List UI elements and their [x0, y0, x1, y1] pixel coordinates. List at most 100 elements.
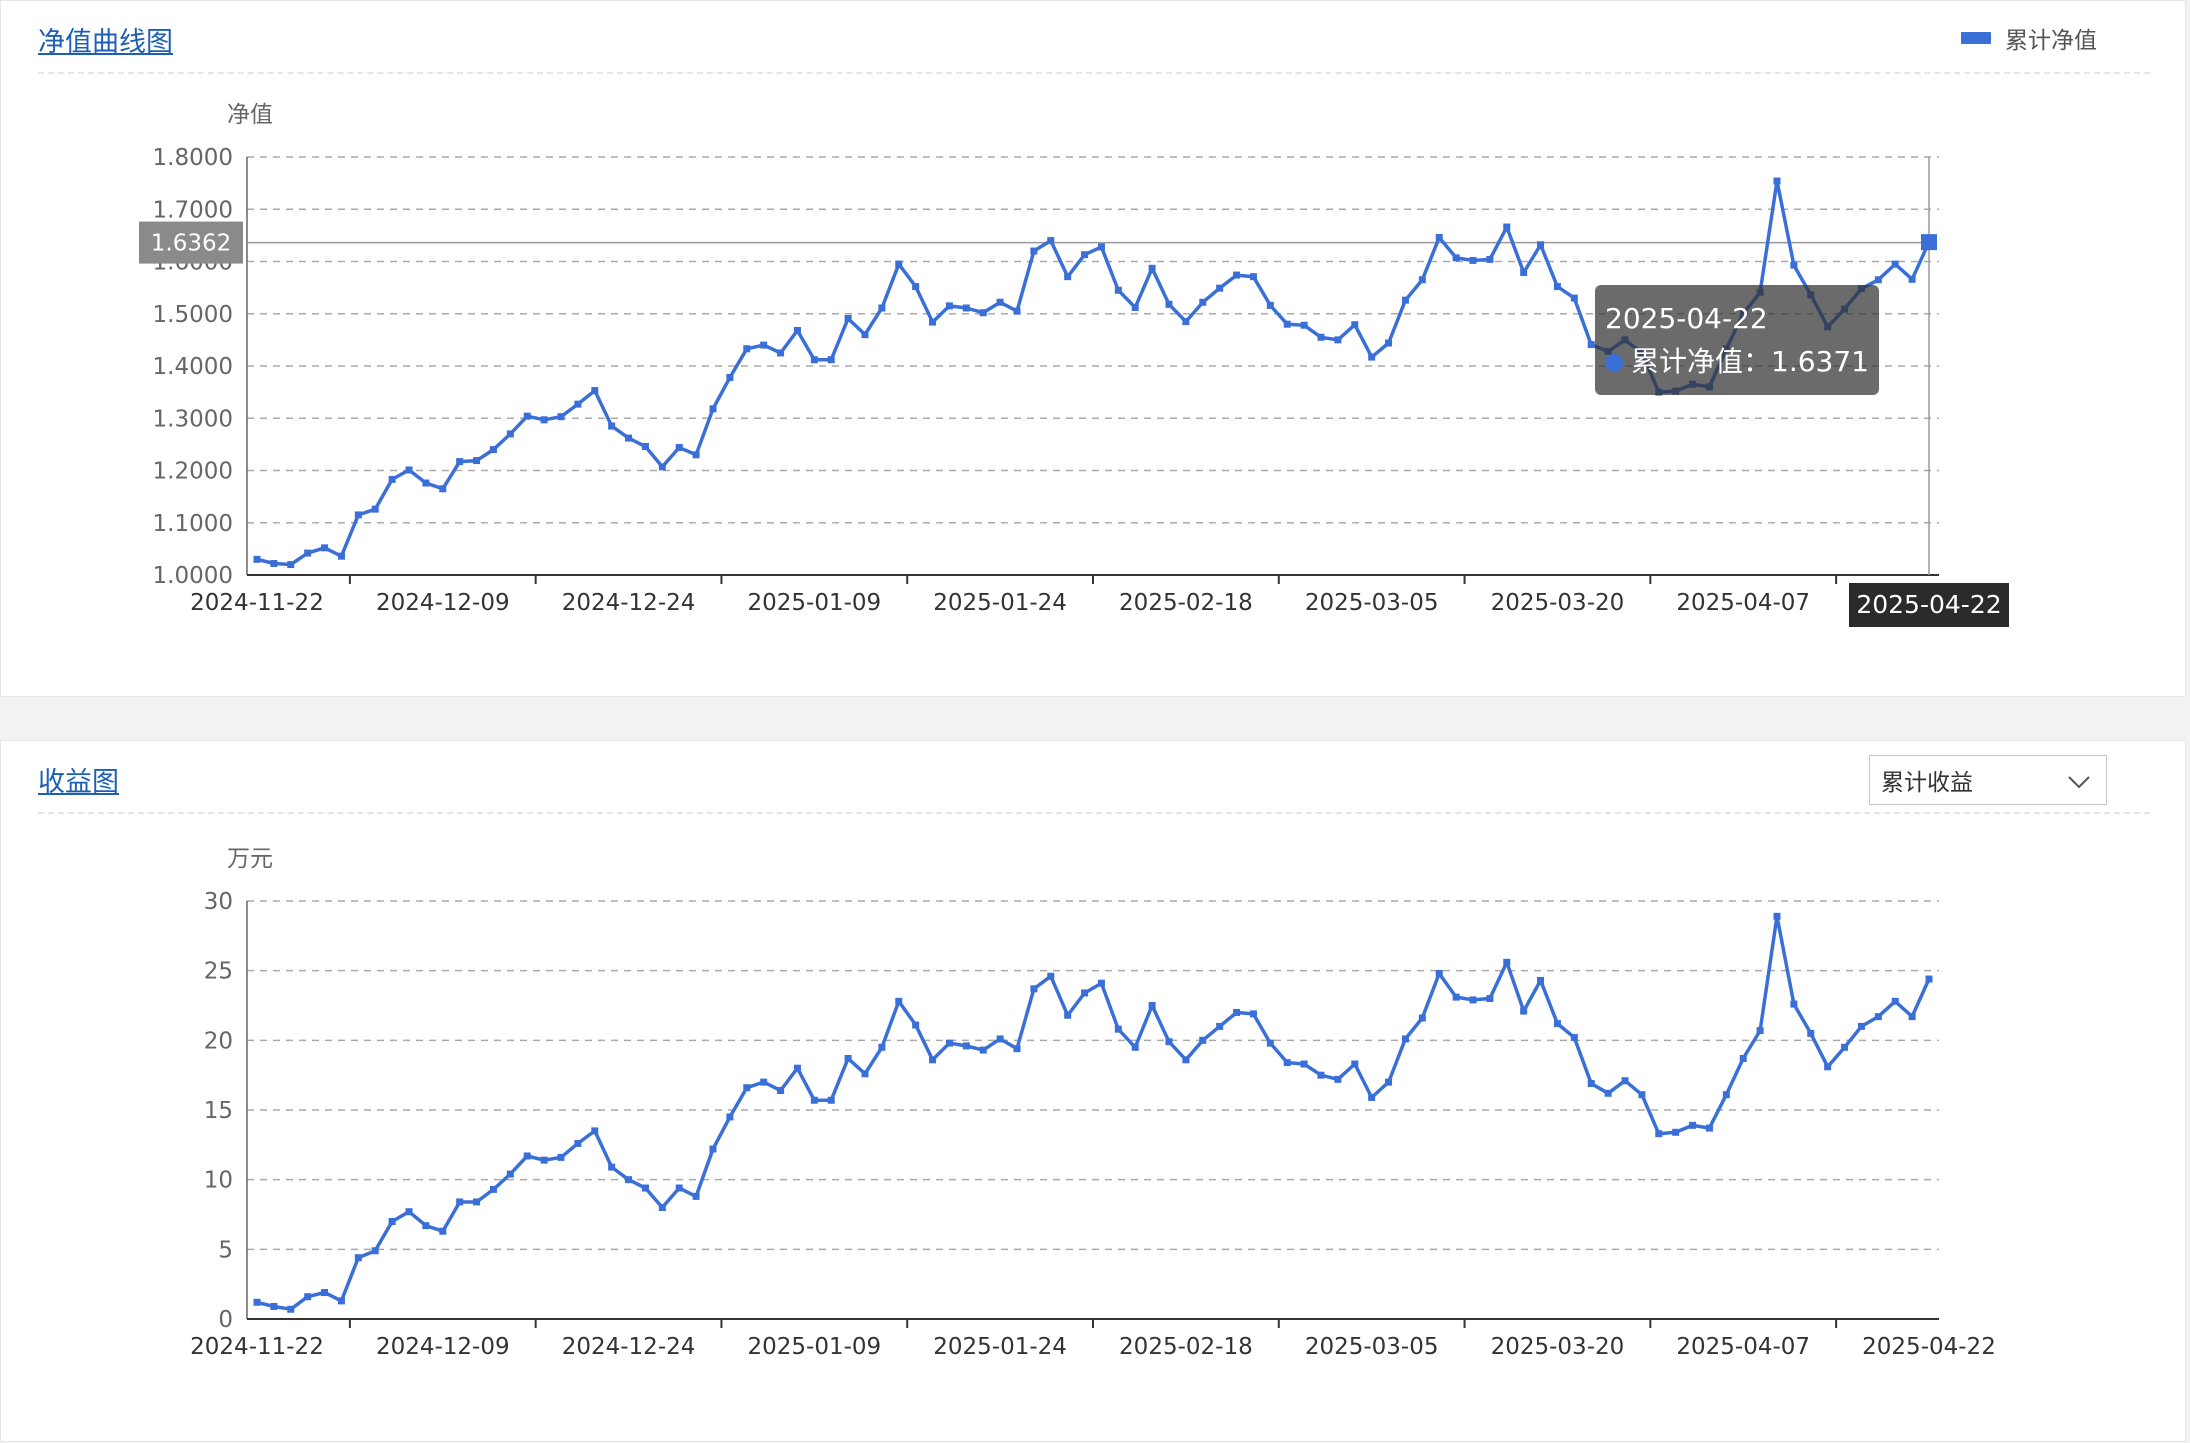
- series-line: [256, 914, 1931, 1311]
- data-point: [1638, 1091, 1646, 1099]
- data-point: [1486, 995, 1494, 1003]
- data-point: [1570, 294, 1578, 302]
- data-point: [996, 298, 1004, 306]
- data-point: [1418, 1014, 1426, 1022]
- data-point: [996, 1035, 1004, 1043]
- data-point: [1553, 283, 1561, 291]
- data-point: [929, 1056, 937, 1064]
- data-point: [1249, 273, 1257, 281]
- income-chart-title[interactable]: 收益图: [38, 767, 119, 798]
- data-point: [861, 331, 869, 339]
- data-point: [658, 1204, 666, 1212]
- income-type-select[interactable]: 累计收益: [1869, 755, 2107, 805]
- data-point: [777, 1086, 785, 1094]
- data-point: [540, 416, 548, 424]
- data-point: [1081, 251, 1089, 259]
- data-point: [354, 511, 362, 519]
- data-point: [473, 1198, 481, 1206]
- x-tick-label: 2024-11-22: [190, 590, 324, 616]
- data-point: [1114, 1025, 1122, 1033]
- data-point: [1334, 1075, 1342, 1083]
- data-point: [1401, 296, 1409, 304]
- data-point: [523, 412, 531, 420]
- data-point: [506, 1170, 514, 1178]
- data-point: [1587, 341, 1595, 349]
- data-point: [979, 309, 987, 317]
- data-point: [1081, 989, 1089, 997]
- axis-pointer-x-badge: [1849, 583, 2009, 627]
- y-tick-label: 1.2000: [153, 459, 233, 485]
- data-point: [760, 1078, 768, 1086]
- data-point: [337, 552, 345, 560]
- data-point: [658, 463, 666, 471]
- data-point: [574, 1139, 582, 1147]
- data-point: [675, 1184, 683, 1192]
- data-point: [574, 400, 582, 408]
- data-point: [1621, 1077, 1629, 1085]
- data-point: [1199, 298, 1207, 306]
- axis-pointer-y-badge: [139, 221, 243, 264]
- data-point: [912, 1021, 920, 1029]
- data-point: [1233, 1008, 1241, 1016]
- nav-panel-divider: [38, 72, 2150, 74]
- legend-swatch: [1961, 32, 1991, 44]
- data-point: [270, 1302, 278, 1310]
- data-point: [912, 283, 920, 291]
- data-point: [608, 422, 616, 430]
- data-point: [405, 1208, 413, 1216]
- data-point: [1114, 286, 1122, 294]
- data-point: [726, 1113, 734, 1121]
- y-tick-label: 1.5000: [153, 302, 233, 328]
- x-tick-label: 2025-01-24: [933, 1334, 1067, 1360]
- x-tick-label: 2025-04-07: [1676, 1334, 1810, 1360]
- data-point: [1756, 1027, 1764, 1035]
- data-point: [1351, 1060, 1359, 1068]
- data-point: [1131, 1043, 1139, 1051]
- data-point: [371, 1247, 379, 1255]
- y-tick-label: 1.4000: [153, 354, 233, 380]
- data-point: [1165, 1038, 1173, 1046]
- nav-chart-panel: 净值曲线图 累计净值 净值 1.0000 1.1000 1.2000 1.3000 1.4…: [0, 0, 2186, 697]
- data-point: [1317, 1071, 1325, 1079]
- data-point: [1216, 284, 1224, 292]
- x-tick-label: 2025-01-24: [933, 590, 1067, 616]
- income-line-chart[interactable]: 万元 0 5 10 15 20 25 30 2024-11-22 2024-12-09 2024-1…: [1, 741, 2187, 1443]
- x-tick-label: 2025-03-20: [1491, 1334, 1625, 1360]
- data-point: [1064, 1011, 1072, 1019]
- data-point: [709, 1145, 717, 1153]
- data-point: [827, 356, 835, 364]
- nav-chart-title[interactable]: 净值曲线图: [38, 27, 173, 58]
- data-point: [945, 1039, 953, 1047]
- data-point: [810, 1096, 818, 1104]
- data-point: [878, 304, 886, 312]
- data-point: [253, 1298, 261, 1306]
- data-point: [422, 479, 430, 487]
- data-point: [591, 1127, 599, 1135]
- data-point: [337, 1297, 345, 1305]
- data-point: [1283, 1059, 1291, 1067]
- nav-line-chart[interactable]: 净值 1.0000 1.1000 1.2000 1.3000 1.4000 1.5000 1.…: [1, 1, 2187, 698]
- y-tick-label: 1.7000: [153, 197, 233, 223]
- data-point: [1824, 1063, 1832, 1071]
- data-point: [861, 1070, 869, 1078]
- x-tick-label: 2025-02-18: [1119, 590, 1253, 616]
- y-tick-label: 20: [204, 1028, 233, 1054]
- highlighted-point: [1921, 234, 1937, 251]
- data-point: [1047, 237, 1055, 245]
- y-tick-label: 1.0000: [153, 563, 233, 589]
- data-point: [1385, 339, 1393, 347]
- data-point: [1874, 276, 1882, 284]
- income-panel-divider: [38, 812, 2150, 814]
- nav-legend[interactable]: 累计净值: [1961, 21, 2097, 55]
- data-point: [743, 1084, 751, 1092]
- data-point: [1047, 972, 1055, 980]
- data-point: [1064, 273, 1072, 281]
- data-point: [321, 544, 329, 552]
- data-point: [1672, 1128, 1680, 1136]
- data-point: [1790, 1000, 1798, 1008]
- data-point: [422, 1222, 430, 1230]
- data-point: [388, 1217, 396, 1225]
- data-point: [1216, 1022, 1224, 1030]
- y-axis-label: 净值: [227, 102, 273, 128]
- data-point: [1908, 275, 1916, 283]
